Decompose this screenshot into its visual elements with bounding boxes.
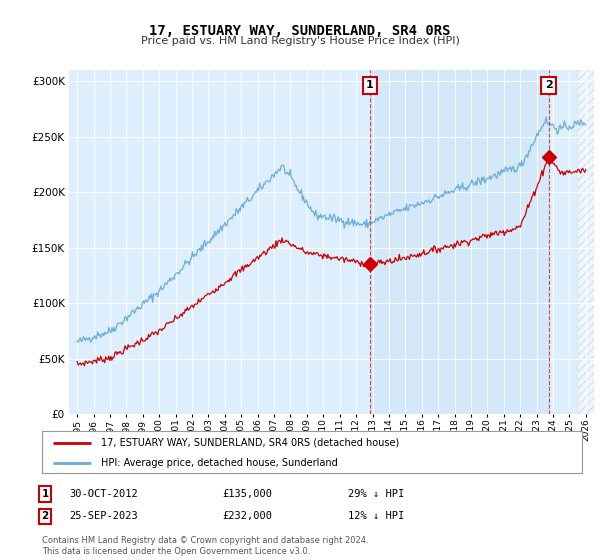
Text: 17, ESTUARY WAY, SUNDERLAND, SR4 0RS: 17, ESTUARY WAY, SUNDERLAND, SR4 0RS bbox=[149, 24, 451, 38]
Text: £135,000: £135,000 bbox=[222, 489, 272, 499]
Text: 25-SEP-2023: 25-SEP-2023 bbox=[69, 511, 138, 521]
Text: 1: 1 bbox=[41, 489, 49, 499]
Text: 17, ESTUARY WAY, SUNDERLAND, SR4 0RS (detached house): 17, ESTUARY WAY, SUNDERLAND, SR4 0RS (de… bbox=[101, 438, 400, 448]
Text: 2: 2 bbox=[41, 511, 49, 521]
Text: 12% ↓ HPI: 12% ↓ HPI bbox=[348, 511, 404, 521]
Text: 2: 2 bbox=[545, 80, 553, 90]
Text: £232,000: £232,000 bbox=[222, 511, 272, 521]
Text: Price paid vs. HM Land Registry's House Price Index (HPI): Price paid vs. HM Land Registry's House … bbox=[140, 36, 460, 46]
Text: 1: 1 bbox=[366, 80, 374, 90]
Text: 29% ↓ HPI: 29% ↓ HPI bbox=[348, 489, 404, 499]
Text: HPI: Average price, detached house, Sunderland: HPI: Average price, detached house, Sund… bbox=[101, 458, 338, 468]
Text: 30-OCT-2012: 30-OCT-2012 bbox=[69, 489, 138, 499]
Bar bbox=[370, 70, 548, 414]
Text: Contains HM Land Registry data © Crown copyright and database right 2024.
This d: Contains HM Land Registry data © Crown c… bbox=[42, 536, 368, 556]
